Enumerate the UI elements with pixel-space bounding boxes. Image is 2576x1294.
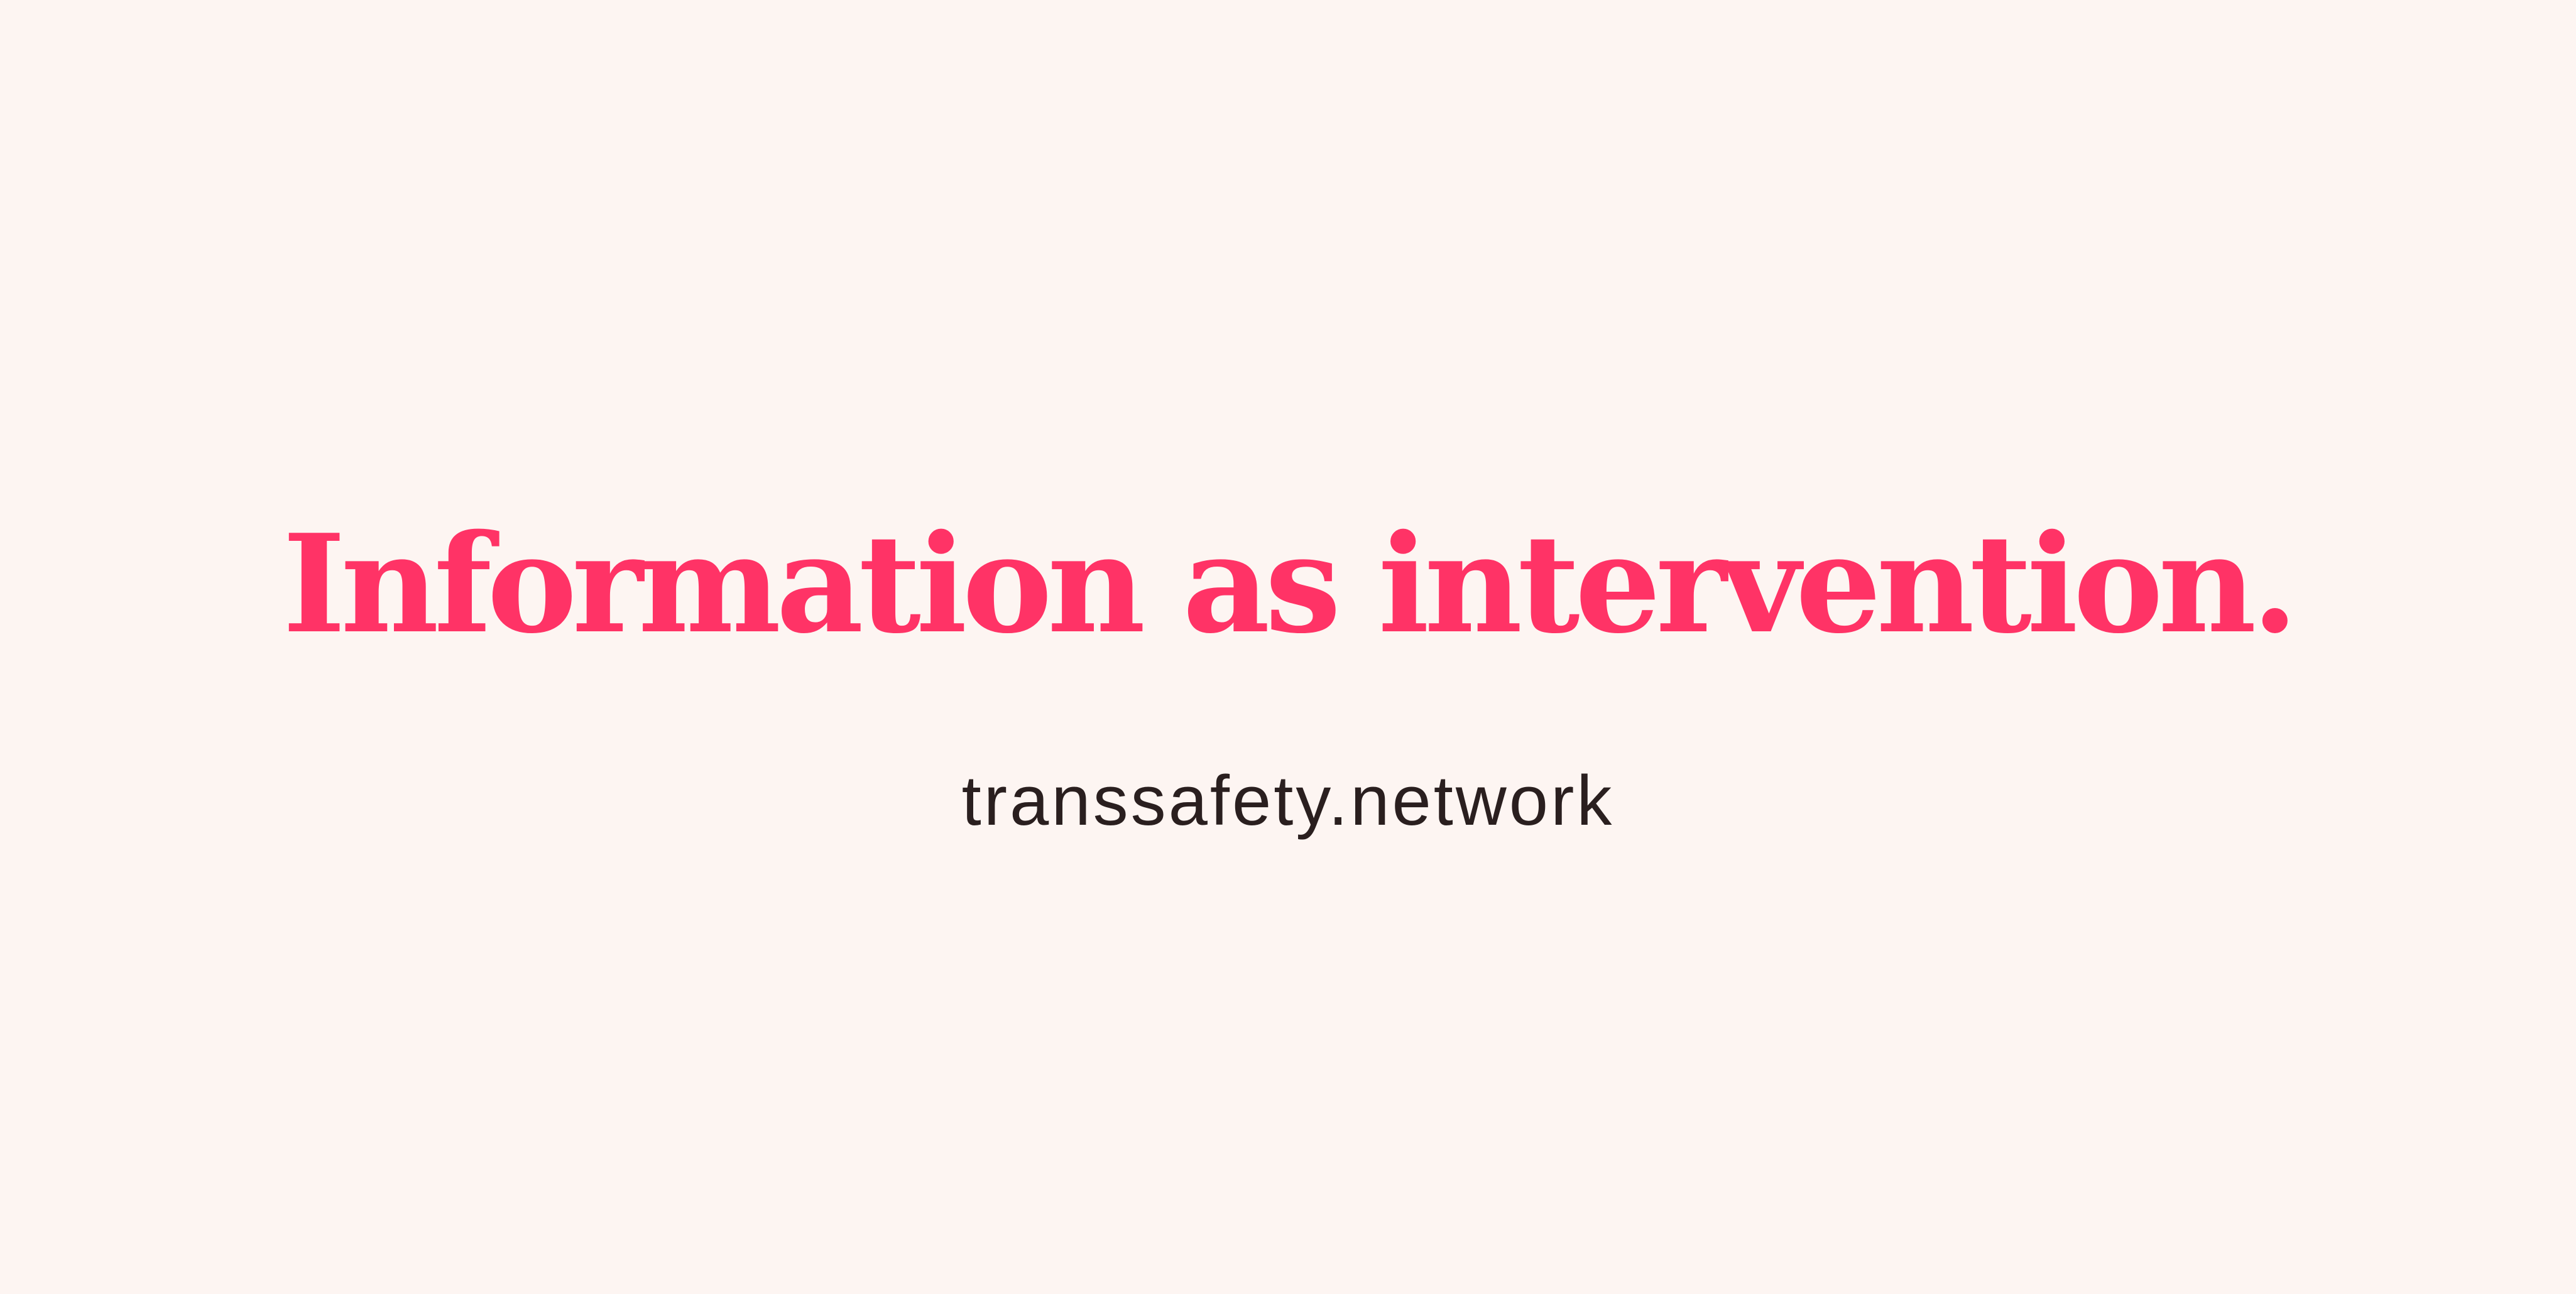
headline: Information as intervention. — [282, 504, 2299, 663]
site-url-link[interactable]: transsafety.network — [961, 761, 1615, 840]
